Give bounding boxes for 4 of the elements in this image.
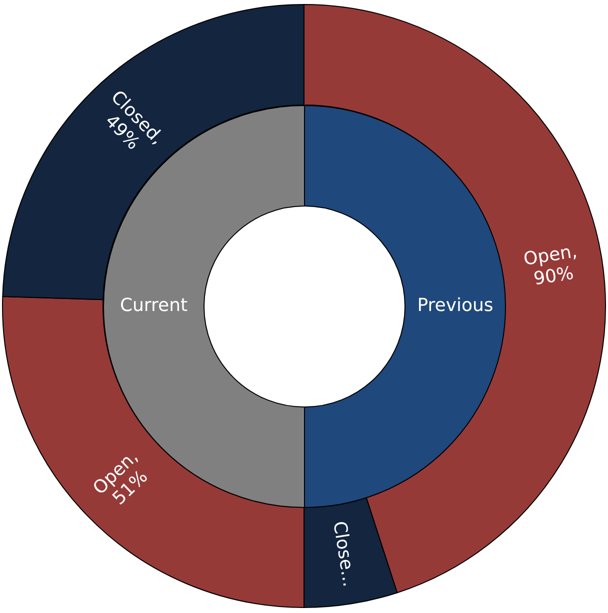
data-label: Close... (328, 520, 360, 588)
slice-label: Current (119, 294, 188, 316)
data-label: Open, 90% (522, 240, 579, 290)
slice-label: Previous (416, 294, 493, 316)
